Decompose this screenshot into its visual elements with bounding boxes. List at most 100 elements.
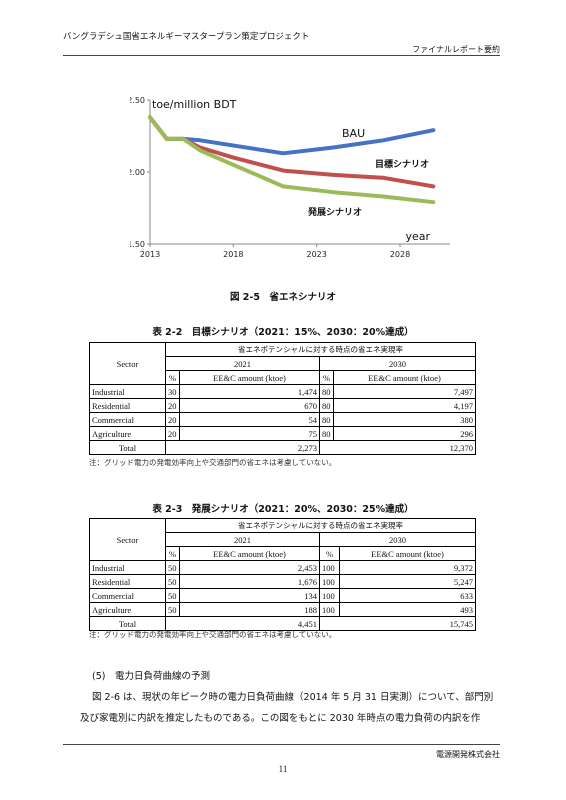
total-row: Total 2,273 12,370 [89,440,476,455]
footer-divider [63,744,500,745]
series-line [148,115,436,205]
sector-header: Sector [89,342,166,385]
pct-cell: 20 [165,426,180,441]
amount-cell: 380 [333,412,476,427]
pct-cell: 100 [319,602,340,617]
x-axis-label: year [405,230,430,243]
x-tick-label: 2013 [140,250,160,259]
amount-cell: 134 [179,588,320,603]
amount-cell: 493 [339,602,476,617]
amount-header: EE&C amount (ktoe) [339,546,476,561]
section-heading: (5) 電力日負荷曲線の予測 [92,671,210,682]
pct-header: % [165,546,180,561]
header-divider [63,55,500,56]
pct-header: % [319,546,340,561]
figure-caption: 図 2-5 省エネシナリオ [230,292,336,303]
table2-caption: 表 2-2 目標シナリオ（2021：15%、2030：20%達成） [152,327,414,338]
y-tick-label: 2.00 [130,168,145,177]
total-2021: 4,451 [165,616,320,631]
table2-note: 注：グリッド電力の発電効率向上や交通部門の省エネは考慮していない。 [89,458,337,467]
table-row: Industrial 50 2,453 100 9,372 [89,560,476,575]
amount-cell: 633 [339,588,476,603]
amount-cell: 9,372 [339,560,476,575]
series-label: 発展シナリオ [307,206,362,218]
amount-cell: 75 [179,426,320,441]
pct-cell: 50 [165,588,180,603]
series-label: 目標シナリオ [375,158,429,170]
footer-company-name: 電源開発株式会社 [436,750,500,759]
sector-cell: Agriculture [89,602,166,617]
x-tick-label: 2018 [223,250,243,259]
pct-cell: 80 [319,412,334,427]
pct-cell: 100 [319,588,340,603]
sector-cell: Industrial [89,384,166,399]
amount-cell: 4,197 [333,398,476,413]
pct-cell: 100 [319,560,340,575]
pct-cell: 80 [319,426,334,441]
table3-caption: 表 2-3 発展シナリオ（2021：20%、2030：25%達成） [152,504,414,515]
total-row: Total 4,451 15,745 [89,616,476,631]
table-row: Residential 20 670 80 4,197 [89,398,476,413]
pct-cell: 100 [319,574,340,589]
table-row: Residential 50 1,676 100 5,247 [89,574,476,589]
series-line [148,115,436,156]
pct-cell: 80 [319,384,334,399]
total-label: Total [89,616,166,631]
amount-cell: 670 [179,398,320,413]
table-row: Agriculture 20 75 80 296 [89,426,476,441]
header-report-type: ファイナルレポート要約 [412,45,500,54]
header-project-title: バングラデシュ国省エネルギーマスタープラン策定プロジェクト [63,32,310,42]
sector-cell: Industrial [89,560,166,575]
year-header-2030: 2030 [319,356,476,371]
pct-cell: 80 [319,398,334,413]
amount-cell: 296 [333,426,476,441]
pct-cell: 20 [165,398,180,413]
realization-rate-header: 省エネポテンシャルに対する時点の省エネ実現率 [165,518,476,533]
amount-cell: 188 [179,602,320,617]
amount-cell: 1,474 [179,384,320,399]
amount-cell: 54 [179,412,320,427]
development-scenario-table: Sector 省エネポテンシャルに対する時点の省エネ実現率 2021 2030 … [89,518,476,631]
year-header-2021: 2021 [165,532,320,547]
y-tick-label: 2.50 [130,96,145,105]
page-number: 11 [278,764,288,774]
scenario-line-chart: 1.50 2.00 2.50 2013 2018 2023 2028 toe/million… [130,96,450,259]
amount-cell: 1,676 [179,574,320,589]
table-row: Commercial 20 54 80 380 [89,412,476,427]
realization-rate-header: 省エネポテンシャルに対する時点の省エネ実現率 [165,342,476,357]
total-2021: 2,273 [165,440,320,455]
paragraph-line: 図 2-6 は、現状の年ピーク時の電力日負荷曲線（2014 年 5 月 31 日… [92,692,494,703]
x-tick-label: 2028 [390,250,410,259]
pct-cell: 20 [165,412,180,427]
target-scenario-table: Sector 省エネポテンシャルに対する時点の省エネ実現率 2021 2030 … [89,342,476,455]
paragraph-line: 及び家電別に内訳を推定したものである。この図をもとに 2030 年時点の電力負荷… [80,713,481,724]
series-label: BAU [342,127,365,140]
pct-cell: 30 [165,384,180,399]
sector-header: Sector [89,518,166,561]
amount-header: EE&C amount (ktoe) [179,370,320,385]
total-2030: 15,745 [319,616,476,631]
sector-cell: Residential [89,574,166,589]
sector-cell: Commercial [89,412,166,427]
pct-header: % [165,370,180,385]
y-tick-label: 1.50 [130,240,145,249]
total-label: Total [89,440,166,455]
x-tick-label: 2023 [306,250,326,259]
pct-header: % [319,370,334,385]
table-row: Commercial 50 134 100 633 [89,588,476,603]
year-header-2030: 2030 [319,532,476,547]
pct-cell: 50 [165,602,180,617]
table-row: Agriculture 50 188 100 493 [89,602,476,617]
amount-cell: 7,497 [333,384,476,399]
amount-header: EE&C amount (ktoe) [179,546,320,561]
chart-axes: 1.50 2.00 2.50 2013 2018 2023 2028 [130,96,450,259]
chart-series [148,115,436,205]
sector-cell: Residential [89,398,166,413]
sector-cell: Agriculture [89,426,166,441]
total-2030: 12,370 [319,440,476,455]
amount-header: EE&C amount (ktoe) [333,370,476,385]
pct-cell: 50 [165,560,180,575]
pct-cell: 50 [165,574,180,589]
year-header-2021: 2021 [165,356,320,371]
